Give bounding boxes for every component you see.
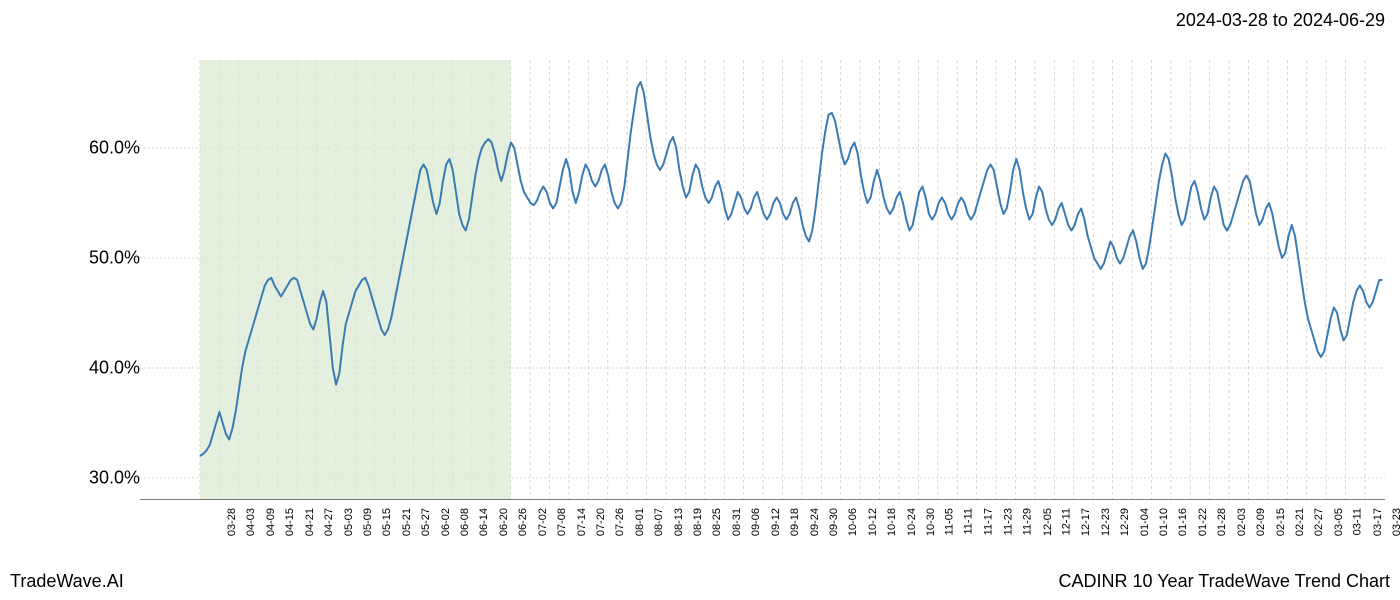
x-tick-label: 06-26 <box>517 508 529 536</box>
x-tick-label: 03-23 <box>1391 508 1400 536</box>
x-tick-label: 08-19 <box>692 508 704 536</box>
x-tick-label: 04-09 <box>265 508 277 536</box>
x-tick-label: 09-24 <box>809 508 821 536</box>
x-tick-label: 06-14 <box>479 508 491 536</box>
x-tick-label: 08-31 <box>731 508 743 536</box>
trend-chart <box>140 60 1385 500</box>
x-tick-label: 03-28 <box>226 508 238 536</box>
x-tick-label: 04-21 <box>304 508 316 536</box>
x-tick-label: 12-23 <box>1100 508 1112 536</box>
x-tick-label: 09-06 <box>750 508 762 536</box>
x-tick-label: 10-30 <box>925 508 937 536</box>
x-tick-label: 08-25 <box>712 508 724 536</box>
brand-label: TradeWave.AI <box>10 571 124 592</box>
x-tick-label: 03-05 <box>1333 508 1345 536</box>
x-tick-label: 08-07 <box>653 508 665 536</box>
x-tick-label: 05-15 <box>381 508 393 536</box>
x-tick-label: 09-30 <box>828 508 840 536</box>
x-tick-label: 11-23 <box>1002 508 1014 535</box>
x-tick-label: 01-10 <box>1158 508 1170 536</box>
x-tick-label: 12-05 <box>1042 508 1054 536</box>
x-tick-label: 10-12 <box>867 508 879 536</box>
y-tick-label: 60.0% <box>89 138 140 159</box>
x-tick-label: 06-08 <box>459 508 471 536</box>
y-tick-label: 30.0% <box>89 468 140 489</box>
x-tick-label: 07-14 <box>576 508 588 536</box>
x-tick-label: 10-18 <box>886 508 898 536</box>
x-tick-label: 01-22 <box>1197 508 1209 536</box>
x-tick-label: 02-21 <box>1294 508 1306 536</box>
x-tick-label: 04-27 <box>323 508 335 536</box>
x-tick-label: 05-21 <box>401 508 413 536</box>
x-tick-label: 08-13 <box>673 508 685 536</box>
x-tick-label: 11-17 <box>983 508 995 535</box>
x-tick-label: 08-01 <box>634 508 646 536</box>
x-tick-label: 10-06 <box>847 508 859 536</box>
x-tick-label: 03-11 <box>1351 508 1363 535</box>
x-tick-label: 01-16 <box>1178 508 1190 536</box>
x-tick-label: 02-27 <box>1313 508 1325 536</box>
x-tick-label: 01-28 <box>1216 508 1228 536</box>
date-range-label: 2024-03-28 to 2024-06-29 <box>1176 10 1385 31</box>
x-tick-label: 06-02 <box>440 508 452 536</box>
x-tick-label: 02-09 <box>1255 508 1267 536</box>
y-tick-label: 50.0% <box>89 248 140 269</box>
x-tick-label: 05-09 <box>362 508 374 536</box>
x-tick-label: 02-03 <box>1236 508 1248 536</box>
chart-title: CADINR 10 Year TradeWave Trend Chart <box>1059 571 1391 592</box>
x-tick-label: 07-20 <box>595 508 607 536</box>
x-tick-label: 10-24 <box>906 508 918 536</box>
x-tick-label: 09-12 <box>770 508 782 536</box>
x-tick-label: 02-15 <box>1275 508 1287 536</box>
x-tick-label: 11-05 <box>944 508 956 535</box>
x-tick-label: 06-20 <box>498 508 510 536</box>
x-tick-label: 07-26 <box>614 508 626 536</box>
x-tick-label: 09-18 <box>789 508 801 536</box>
x-tick-label: 07-02 <box>537 508 549 536</box>
x-tick-label: 12-11 <box>1060 508 1072 535</box>
x-tick-label: 05-27 <box>420 508 432 536</box>
x-tick-label: 12-17 <box>1080 508 1092 536</box>
x-tick-label: 12-29 <box>1119 508 1131 536</box>
x-tick-label: 03-17 <box>1372 508 1384 536</box>
x-tick-label: 07-08 <box>556 508 568 536</box>
y-tick-label: 40.0% <box>89 358 140 379</box>
x-tick-label: 04-03 <box>246 508 258 536</box>
x-tick-label: 05-03 <box>343 508 355 536</box>
x-tick-label: 01-04 <box>1139 508 1151 536</box>
x-tick-label: 11-29 <box>1021 508 1033 535</box>
x-tick-label: 11-11 <box>962 508 974 535</box>
x-tick-label: 04-15 <box>284 508 296 536</box>
